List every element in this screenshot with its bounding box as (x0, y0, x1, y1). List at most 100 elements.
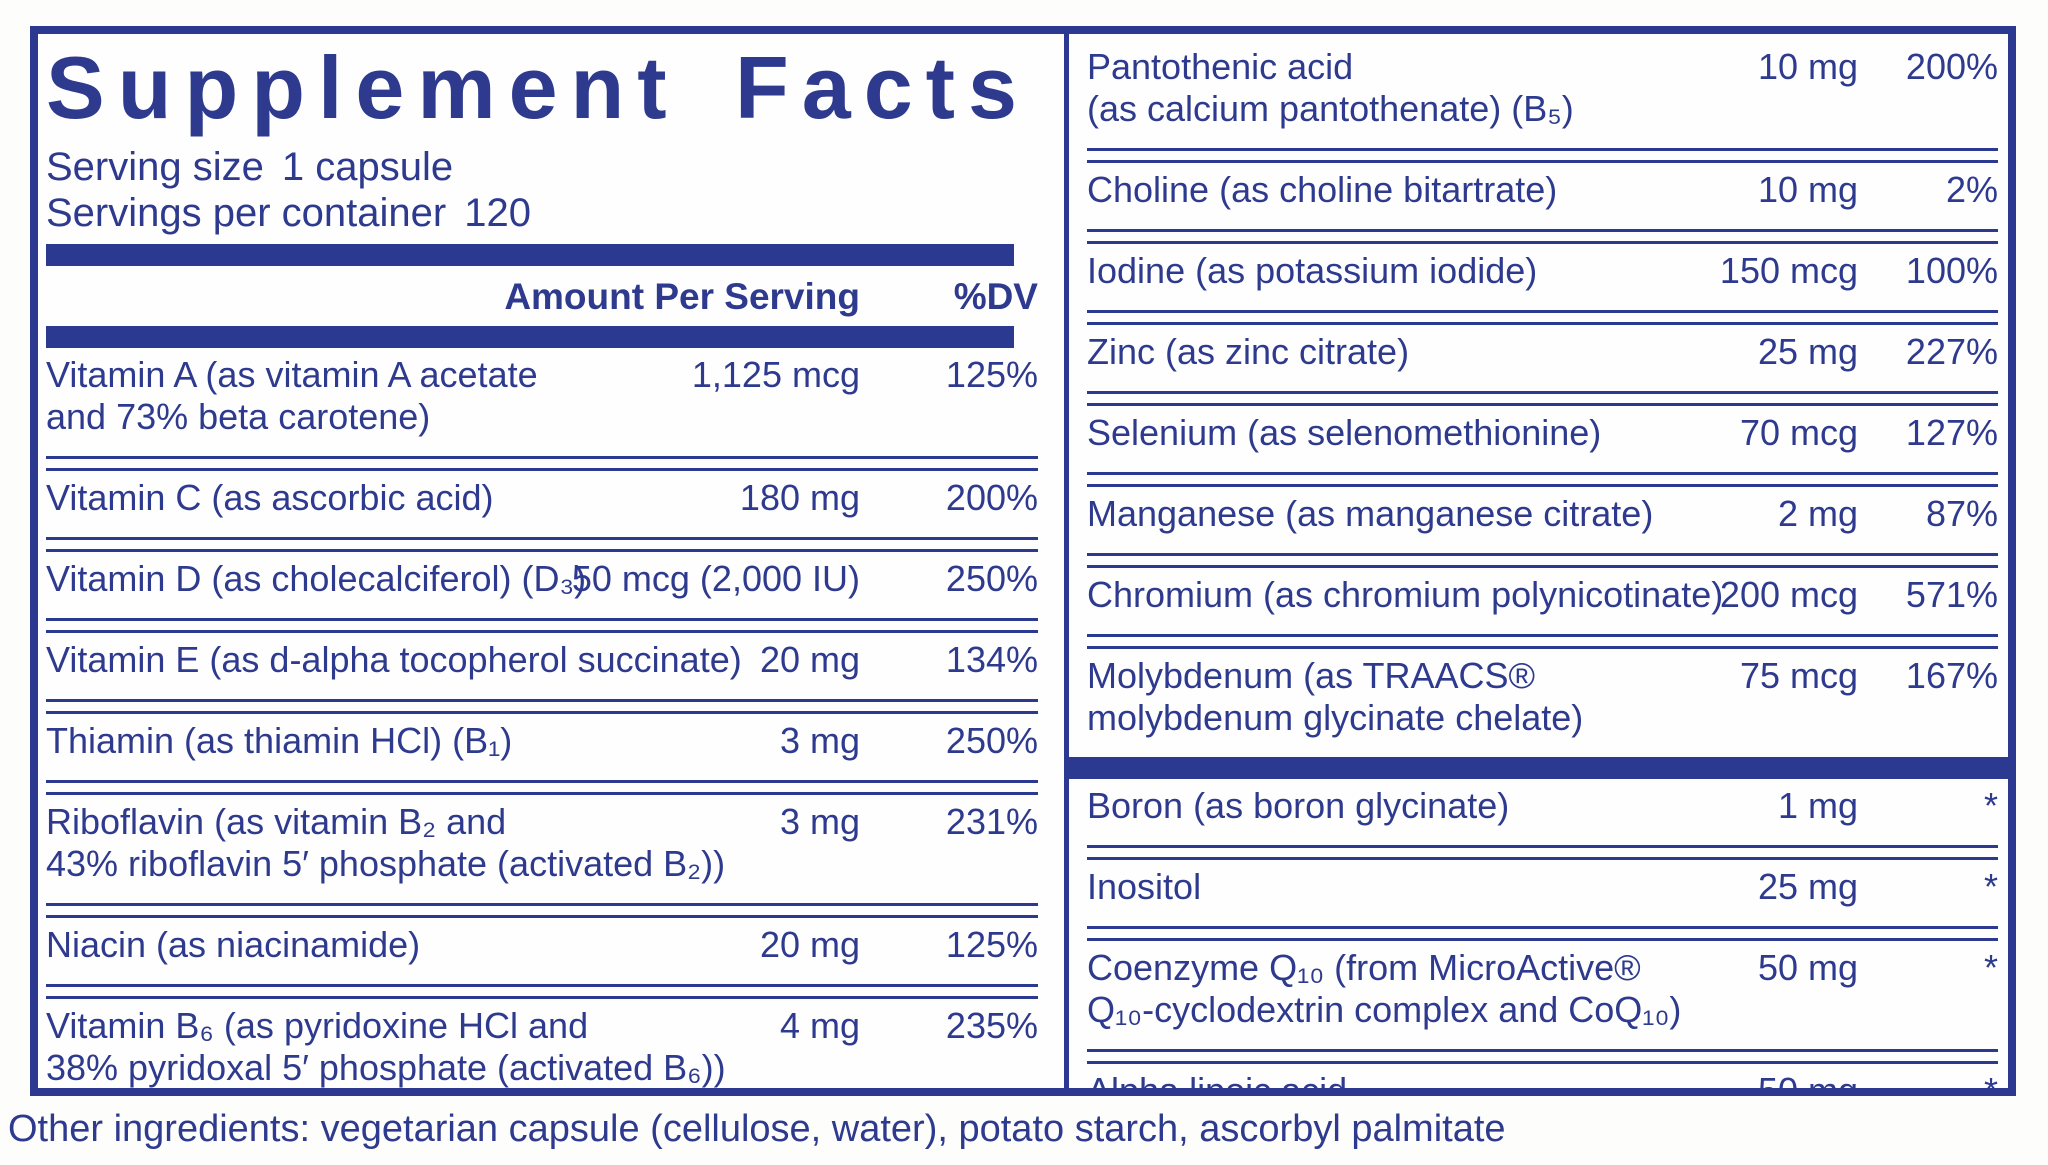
column-divider (1064, 34, 1069, 1088)
nutrient-dv: 134% (945, 639, 1038, 680)
nutrient-amount: 20 mg (759, 924, 860, 965)
nutrient-dv: 235% (945, 1005, 1038, 1046)
table-row: Pantothenic acid (as calcium pantothenat… (1087, 40, 1998, 148)
nutrient-amount: 10 mg (1757, 46, 1858, 87)
table-row: Vitamin B₆ (as pyridoxine HCl and 38% py… (46, 999, 1038, 1088)
nutrient-name: Iodine (as potassium iodide) (1087, 250, 1538, 291)
nutrient-name: Coenzyme Q₁₀ (from MicroActive® Q₁₀-cycl… (1087, 947, 1682, 1030)
row-separator (1087, 391, 1998, 406)
servings-per-container: Servings per container 120 (46, 190, 1038, 236)
table-row: Manganese (as manganese citrate) 2 mg 87% (1087, 487, 1998, 553)
nutrient-amount: 150 mcg (1719, 250, 1858, 291)
nutrient-dv: 125% (945, 924, 1038, 965)
left-column: Supplement Facts Serving size 1 capsule S… (38, 34, 1064, 1088)
nutrient-dv: 2% (1945, 169, 1998, 210)
nutrient-amount: 3 mg (779, 720, 860, 761)
nutrient-amount: 50 mg (1757, 947, 1858, 988)
nutrient-name: Manganese (as manganese citrate) (1087, 493, 1654, 534)
nutrient-name: Inositol (1087, 866, 1202, 907)
nutrient-dv: * (1983, 1070, 1998, 1096)
nutrient-name: Choline (as choline bitartrate) (1087, 169, 1558, 210)
nutrient-name: Vitamin A (as vitamin A acetate and 73% … (46, 354, 538, 437)
nutrient-amount: 20 mg (759, 639, 860, 680)
row-separator (1087, 1049, 1998, 1064)
nutrient-dv: 250% (945, 558, 1038, 599)
nutrient-name: Thiamin (as thiamin HCl) (B₁) (46, 720, 513, 761)
table-row: Vitamin D (as cholecalciferol) (D₃) 50 mc… (46, 552, 1038, 618)
nutrient-amount: 1 mg (1777, 785, 1858, 826)
servings-per-container-value: 120 (464, 191, 531, 235)
nutrient-amount: 50 mcg (2,000 IU) (571, 558, 860, 599)
serving-size-label: Serving size (46, 145, 264, 189)
nutrient-rows-left: Vitamin A (as vitamin A acetate and 73% … (46, 348, 1038, 1088)
nutrient-dv: 100% (1905, 250, 1998, 291)
nutrient-dv: 200% (945, 477, 1038, 518)
servings-per-container-label: Servings per container (46, 191, 447, 235)
other-ingredients: Other ingredients: vegetarian capsule (c… (8, 1108, 1506, 1150)
table-row: Niacin (as niacinamide) 20 mg 125% (46, 918, 1038, 984)
serving-size: Serving size 1 capsule (46, 144, 1038, 190)
nutrient-dv: 200% (1905, 46, 1998, 87)
table-row: Inositol 25 mg * (1087, 860, 1998, 926)
nutrient-dv: 127% (1905, 412, 1998, 453)
nutrient-name: Vitamin E (as d-alpha tocopherol succina… (46, 639, 742, 680)
nutrient-dv: 571% (1905, 574, 1998, 615)
table-row: Chromium (as chromium polynicotinate) 200… (1087, 568, 1998, 634)
table-row: Zinc (as zinc citrate) 25 mg 227% (1087, 325, 1998, 391)
row-separator (46, 699, 1038, 714)
nutrient-dv: * (1983, 947, 1998, 988)
table-header-row: Amount Per Serving %DV (46, 268, 1038, 318)
row-separator (1087, 148, 1998, 163)
nutrient-name: Boron (as boron glycinate) (1087, 785, 1510, 826)
nutrient-name: Vitamin B₆ (as pyridoxine HCl and 38% py… (46, 1005, 726, 1088)
nutrient-name: Riboflavin (as vitamin B₂ and 43% ribofl… (46, 801, 726, 884)
nutrient-amount: 180 mg (739, 477, 860, 518)
table-row: Boron (as boron glycinate) 1 mg * (1087, 779, 1998, 845)
row-separator (46, 537, 1038, 552)
row-separator (1087, 845, 1998, 860)
amount-per-serving-header: Amount Per Serving (504, 276, 860, 317)
row-separator (1087, 310, 1998, 325)
row-separator (46, 780, 1038, 795)
nutrient-dv: * (1983, 866, 1998, 907)
supplement-facts-panel: Supplement Facts Serving size 1 capsule S… (30, 26, 2016, 1096)
table-row: Selenium (as selenomethionine) 70 mcg 127% (1087, 406, 1998, 472)
nutrient-dv: 87% (1925, 493, 1998, 534)
table-row: Choline (as choline bitartrate) 10 mg 2% (1087, 163, 1998, 229)
nutrient-amount: 2 mg (1777, 493, 1858, 534)
nutrient-dv: 167% (1905, 655, 1998, 696)
nutrient-name: Zinc (as zinc citrate) (1087, 331, 1410, 372)
nutrient-rows-right-top: Pantothenic acid (as calcium pantothenat… (1087, 40, 1998, 757)
nutrient-amount: 25 mg (1757, 331, 1858, 372)
nutrient-name: Vitamin C (as ascorbic acid) (46, 477, 494, 518)
nutrient-name: Chromium (as chromium polynicotinate) (1087, 574, 1724, 615)
nutrient-name: Pantothenic acid (as calcium pantothenat… (1087, 46, 1574, 129)
table-row: Vitamin A (as vitamin A acetate and 73% … (46, 348, 1038, 456)
table-row: Vitamin C (as ascorbic acid) 180 mg 200% (46, 471, 1038, 537)
row-separator (1087, 926, 1998, 941)
nutrient-name: Alpha lipoic acid (1087, 1070, 1348, 1096)
nutrient-dv: 125% (945, 354, 1038, 395)
nutrient-amount: 75 mcg (1739, 655, 1858, 696)
nutrient-amount: 3 mg (779, 801, 860, 842)
nutrient-amount: 4 mg (779, 1005, 860, 1046)
thick-bar (46, 244, 1014, 266)
page-title: Supplement Facts (46, 38, 1030, 137)
dv-header: %DV (953, 276, 1038, 317)
thick-bar (46, 326, 1014, 348)
table-row: Alpha lipoic acid 50 mg * (1087, 1064, 1998, 1096)
table-row: Riboflavin (as vitamin B₂ and 43% ribofl… (46, 795, 1038, 903)
nutrient-dv: 227% (1905, 331, 1998, 372)
table-row: Vitamin E (as d-alpha tocopherol succina… (46, 633, 1038, 699)
nutrient-name: Niacin (as niacinamide) (46, 924, 421, 965)
row-separator (46, 903, 1038, 918)
nutrient-amount: 70 mcg (1739, 412, 1858, 453)
table-row: Coenzyme Q₁₀ (from MicroActive® Q₁₀-cycl… (1087, 941, 1998, 1049)
nutrient-name: Selenium (as selenomethionine) (1087, 412, 1602, 453)
right-column: Pantothenic acid (as calcium pantothenat… (1069, 34, 2008, 1088)
row-separator (46, 618, 1038, 633)
table-row: Thiamin (as thiamin HCl) (B₁) 3 mg 250% (46, 714, 1038, 780)
row-separator (1087, 472, 1998, 487)
nutrient-name: Molybdenum (as TRAACS® molybdenum glycin… (1087, 655, 1584, 738)
